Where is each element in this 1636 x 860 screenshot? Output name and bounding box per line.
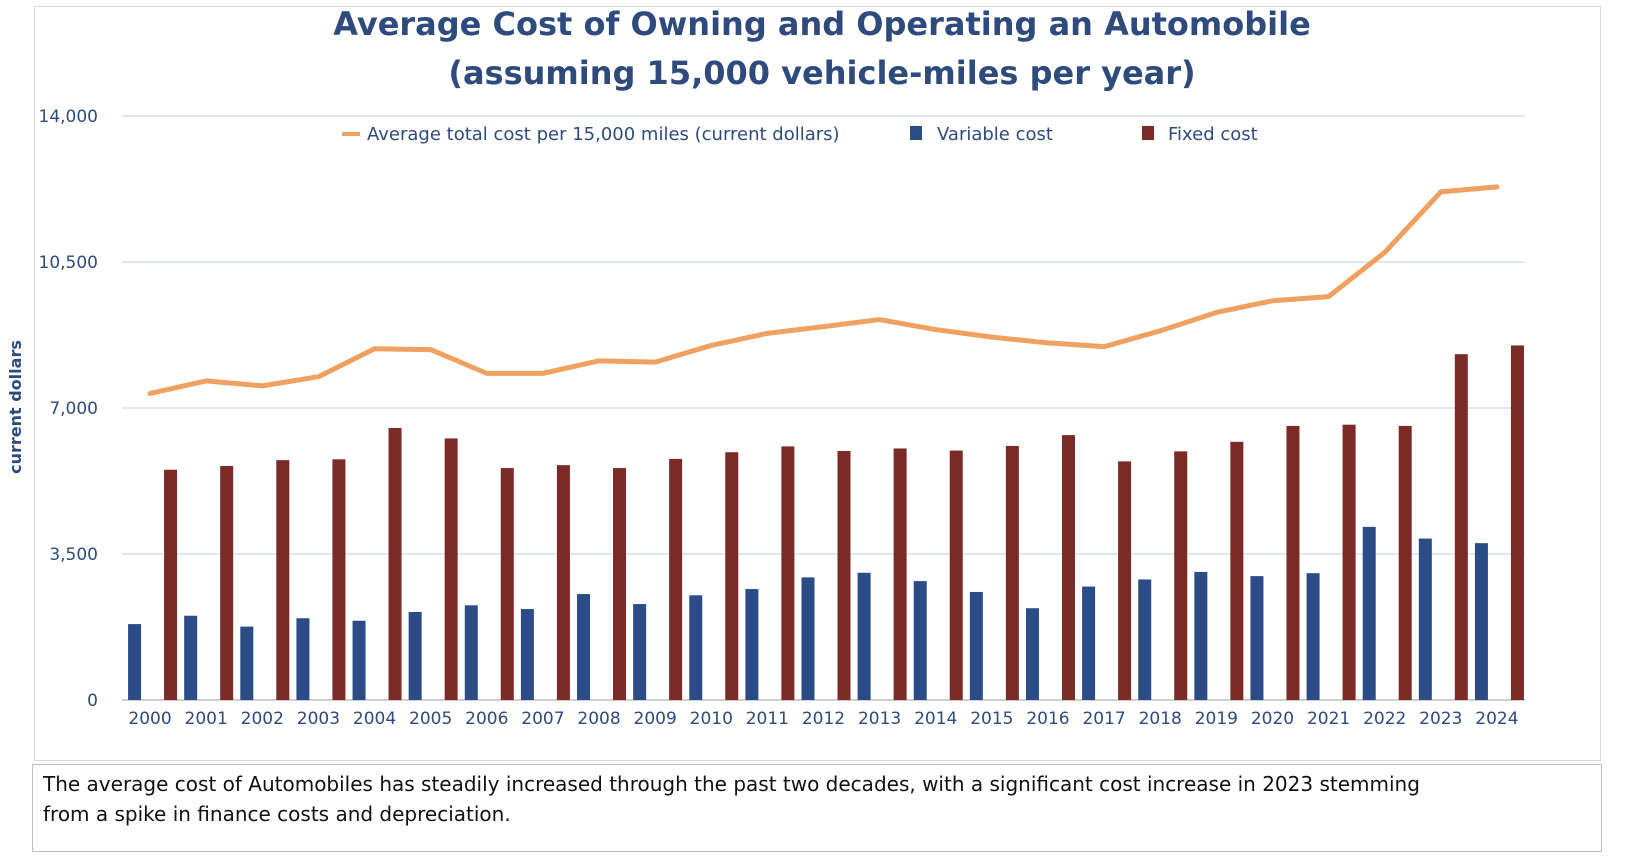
variable-cost-bar — [464, 605, 478, 700]
legend-variable-swatch — [910, 126, 922, 140]
fixed-cost-bar — [781, 446, 795, 700]
fixed-cost-bar — [893, 448, 907, 700]
fixed-cost-bar — [164, 469, 178, 700]
variable-cost-bar — [1194, 571, 1208, 700]
fixed-cost-bar — [1230, 441, 1244, 700]
x-tick-label: 2001 — [185, 709, 228, 729]
x-tick-label: 2016 — [1026, 709, 1069, 729]
variable-cost-bar — [520, 609, 534, 700]
total-cost-line — [147, 184, 1500, 396]
fixed-cost-bar — [669, 458, 683, 700]
fixed-cost-bar — [444, 438, 458, 700]
variable-cost-bar — [1474, 543, 1488, 700]
fixed-cost-bar — [837, 450, 851, 700]
legend-label-total: Average total cost per 15,000 miles (cur… — [367, 124, 840, 145]
bars-layer — [128, 345, 1524, 700]
x-tick-label: 2015 — [970, 709, 1013, 729]
x-tick-label: 2022 — [1363, 709, 1406, 729]
chart-frame — [34, 6, 1601, 761]
fixed-cost-bar — [220, 465, 234, 700]
x-tick-label: 2013 — [858, 709, 901, 729]
x-tick-label: 2004 — [353, 709, 396, 729]
chart-subtitle: (assuming 15,000 vehicle-miles per year) — [448, 54, 1195, 92]
variable-cost-bar — [1306, 573, 1320, 700]
fixed-cost-bar — [725, 452, 739, 700]
x-tick-label: 2018 — [1139, 709, 1182, 729]
x-tick-label: 2009 — [634, 709, 677, 729]
variable-cost-bar — [1418, 538, 1432, 700]
legend: Average total cost per 15,000 miles (cur… — [342, 124, 1258, 145]
variable-cost-bar — [1362, 526, 1376, 700]
y-tick-label: 14,000 — [39, 107, 98, 127]
legend-label-fixed: Fixed cost — [1168, 124, 1258, 145]
variable-cost-bar — [857, 572, 871, 700]
y-tick-label: 10,500 — [39, 253, 98, 273]
fixed-cost-bar — [1118, 461, 1132, 700]
fixed-cost-bar — [1286, 425, 1300, 700]
variable-cost-bar — [1082, 586, 1096, 700]
variable-cost-bar — [745, 589, 759, 700]
x-tick-label: 2012 — [802, 709, 845, 729]
y-axis-label: current dollars — [6, 340, 25, 474]
fixed-cost-bar — [1174, 451, 1188, 700]
y-tick-label: 0 — [87, 691, 98, 711]
variable-cost-bar — [577, 594, 591, 700]
variable-cost-bar — [913, 581, 927, 700]
x-tick-label: 2010 — [690, 709, 733, 729]
fixed-cost-bar — [1005, 445, 1019, 700]
x-tick-label: 2023 — [1419, 709, 1462, 729]
variable-cost-bar — [352, 620, 366, 700]
fixed-cost-bar — [1342, 424, 1356, 700]
variable-cost-bar — [969, 591, 983, 700]
x-tick-label: 2008 — [577, 709, 620, 729]
fixed-cost-bar — [500, 468, 514, 700]
x-tick-label: 2024 — [1475, 709, 1518, 729]
x-tick-label: 2003 — [297, 709, 340, 729]
fixed-cost-bar — [949, 450, 963, 700]
variable-cost-bar — [689, 595, 703, 700]
x-tick-label: 2021 — [1307, 709, 1350, 729]
ticks-layer: 0 3,500 7,000 10,500 14,000 2000 2001 2002 2003 2… — [39, 107, 1519, 729]
fixed-cost-bar — [613, 468, 627, 700]
fixed-cost-bar — [1510, 345, 1524, 700]
variable-cost-bar — [1025, 608, 1039, 700]
variable-cost-bar — [1138, 579, 1152, 700]
variable-cost-bar — [184, 615, 198, 700]
fixed-cost-bar — [556, 465, 570, 700]
x-tick-label: 2006 — [465, 709, 508, 729]
variable-cost-bar — [801, 577, 815, 700]
x-tick-label: 2019 — [1195, 709, 1238, 729]
x-tick-label: 2005 — [409, 709, 452, 729]
variable-cost-bar — [296, 618, 310, 700]
line-layer — [147, 184, 1500, 396]
variable-cost-bar — [408, 611, 422, 700]
legend-fixed-swatch — [1142, 126, 1154, 140]
legend-label-variable: Variable cost — [937, 124, 1053, 145]
x-tick-label: 2000 — [128, 709, 171, 729]
chart: Average Cost of Owning and Operating an … — [6, 5, 1525, 729]
fixed-cost-bar — [1061, 435, 1075, 700]
x-tick-label: 2020 — [1251, 709, 1294, 729]
variable-cost-bar — [1250, 576, 1264, 700]
x-tick-label: 2017 — [1082, 709, 1125, 729]
variable-cost-bar — [633, 604, 647, 700]
caption-line-2: from a spike in finance costs and deprec… — [43, 802, 511, 826]
x-tick-label: 2002 — [241, 709, 284, 729]
x-tick-label: 2007 — [521, 709, 564, 729]
variable-cost-bar — [240, 626, 254, 700]
variable-cost-bar — [128, 624, 142, 700]
y-tick-label: 3,500 — [49, 545, 98, 565]
fixed-cost-bar — [388, 428, 402, 700]
caption-line-1: The average cost of Automobiles has stea… — [43, 772, 1420, 796]
chart-title: Average Cost of Owning and Operating an … — [333, 5, 1311, 43]
fixed-cost-bar — [1454, 354, 1468, 700]
x-tick-label: 2011 — [746, 709, 789, 729]
fixed-cost-bar — [332, 459, 346, 700]
fixed-cost-bar — [1398, 425, 1412, 700]
fixed-cost-bar — [276, 460, 290, 700]
y-tick-label: 7,000 — [49, 399, 98, 419]
x-tick-label: 2014 — [914, 709, 957, 729]
caption-box: The average cost of Automobiles has stea… — [32, 764, 1602, 852]
